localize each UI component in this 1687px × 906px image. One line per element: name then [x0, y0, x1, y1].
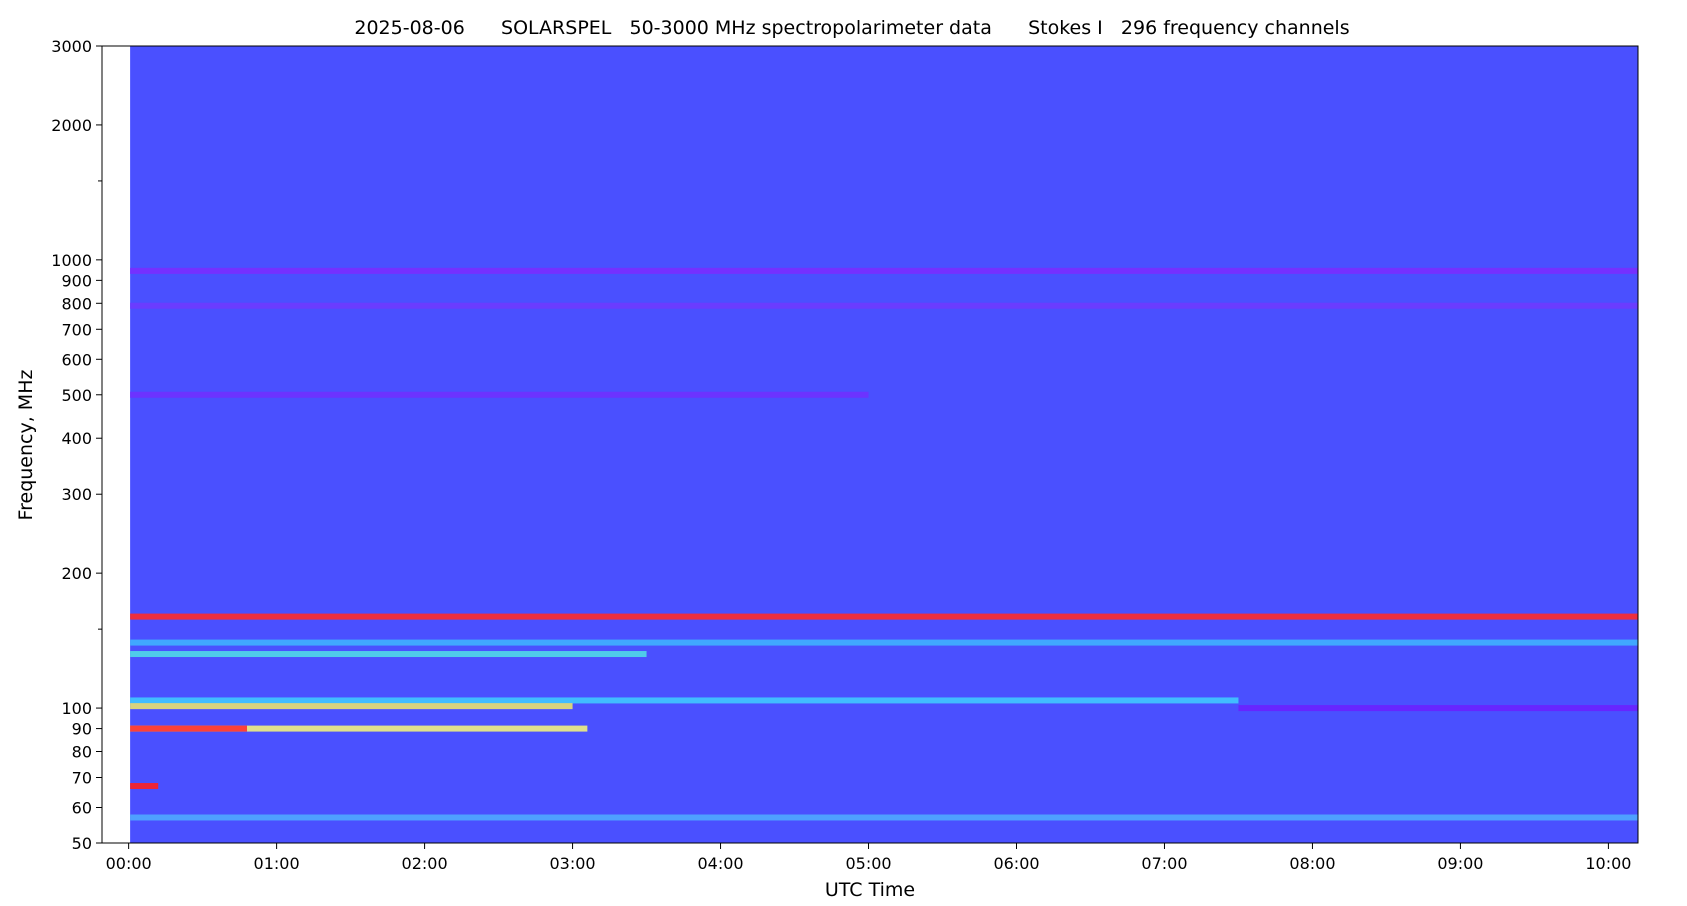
frequency-band [130, 697, 1239, 704]
frequency-band [130, 651, 647, 658]
y-tick-label: 80 [72, 743, 92, 762]
frequency-band [130, 267, 1638, 274]
y-tick-label: 50 [72, 834, 92, 853]
frequency-band [1238, 705, 1638, 712]
x-tick-label: 02:00 [402, 854, 448, 873]
y-tick-label: 60 [72, 799, 92, 818]
y-tick-label: 500 [61, 386, 92, 405]
y-tick-label: 200 [61, 564, 92, 583]
plot-frame [101, 45, 1639, 844]
chart-title: 2025-08-06 SOLARSPEL 50-3000 MHz spectro… [354, 17, 1349, 39]
y-tick-label: 900 [61, 271, 92, 290]
x-tick-label: 07:00 [1141, 854, 1187, 873]
x-tick-label: 10:00 [1585, 854, 1631, 873]
y-tick-label: 3000 [51, 37, 92, 56]
frequency-band [130, 613, 1638, 620]
y-tick-label: 100 [61, 699, 92, 718]
x-tick-label: 06:00 [993, 854, 1039, 873]
y-tick-label: 90 [72, 720, 92, 739]
y-tick-label: 700 [61, 320, 92, 339]
frequency-band [130, 725, 588, 732]
x-tick-label: 00:00 [106, 854, 152, 873]
y-tick-label: 400 [61, 429, 92, 448]
x-tick-label: 09:00 [1437, 854, 1483, 873]
frequency-band [130, 391, 869, 398]
x-tick-label: 01:00 [254, 854, 300, 873]
x-tick-label: 08:00 [1289, 854, 1335, 873]
spectrogram-background [130, 46, 1638, 843]
frequency-band [130, 639, 1638, 646]
frequency-band [130, 725, 248, 732]
frequency-band [130, 814, 1638, 821]
frequency-band [130, 703, 573, 710]
y-tick-label: 600 [61, 350, 92, 369]
y-tick-label: 300 [61, 485, 92, 504]
x-tick-label: 04:00 [697, 854, 743, 873]
y-axis-label: Frequency, MHz [15, 370, 37, 521]
frequency-band [130, 302, 1638, 309]
y-tick-label: 1000 [51, 251, 92, 270]
x-tick-label: 05:00 [845, 854, 891, 873]
y-tick-label: 800 [61, 294, 92, 313]
frequency-band [130, 783, 159, 790]
x-tick-label: 03:00 [550, 854, 596, 873]
y-tick-label: 70 [72, 769, 92, 788]
x-axis-label: UTC Time [825, 879, 915, 901]
y-tick-label: 2000 [51, 116, 92, 135]
